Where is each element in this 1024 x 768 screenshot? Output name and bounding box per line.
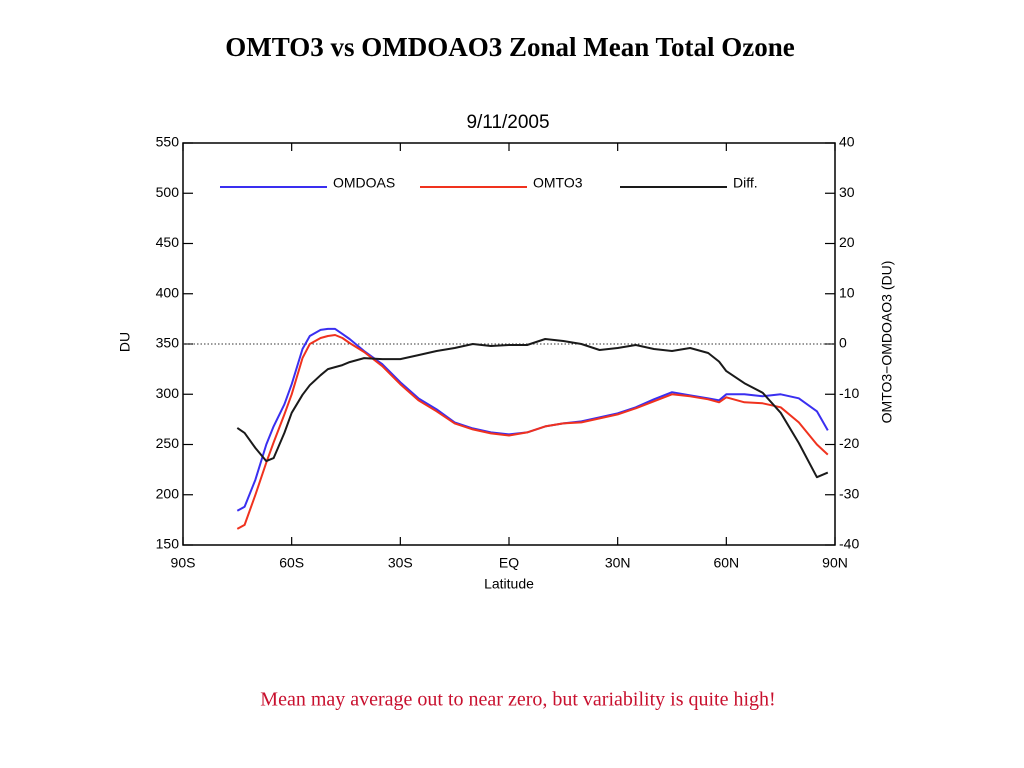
y2-tick-label: 20: [839, 234, 855, 250]
y2-tick-label: -40: [839, 536, 859, 552]
x-tick-label: 60S: [279, 555, 304, 571]
x-axis-label: Latitude: [484, 576, 534, 592]
x-tick-label: 90N: [822, 555, 848, 571]
y2-tick-label: 10: [839, 284, 855, 300]
x-tick-label: 30S: [388, 555, 413, 571]
series-line: [236, 338, 829, 479]
y-tick-label: 550: [156, 134, 180, 150]
y2-tick-label: -10: [839, 385, 859, 401]
y-tick-label: 250: [156, 435, 180, 451]
series-line: [236, 334, 829, 530]
y2-tick-label: 0: [839, 335, 847, 351]
y-tick-label: 400: [156, 284, 180, 300]
y-tick-label: 350: [156, 335, 180, 351]
y-tick-label: 300: [156, 385, 180, 401]
chart-subtitle: 9/11/2005: [466, 112, 549, 133]
legend-label: OMTO3: [533, 175, 583, 191]
y-tick-label: 500: [156, 184, 180, 200]
y2-tick-label: 40: [839, 134, 855, 150]
footer-note: Mean may average out to near zero, but v…: [260, 689, 775, 711]
x-tick-label: 60N: [713, 555, 739, 571]
legend-label: Diff.: [733, 175, 758, 191]
y2-tick-label: -30: [839, 485, 859, 501]
page-title: OMTO3 vs OMDOAO3 Zonal Mean Total Ozone: [225, 32, 795, 62]
y-tick-label: 200: [156, 485, 180, 501]
x-tick-label: 30N: [605, 555, 631, 571]
series-line: [236, 327, 829, 512]
y2-tick-label: -20: [839, 435, 859, 451]
y2-tick-label: 30: [839, 184, 855, 200]
x-tick-label: EQ: [499, 555, 519, 571]
y-tick-label: 150: [156, 536, 180, 552]
y-tick-label: 450: [156, 234, 180, 250]
x-tick-label: 90S: [171, 555, 196, 571]
y2-axis-label: OMTO3−OMDOAO3 (DU): [879, 261, 895, 424]
legend-label: OMDOAS: [333, 175, 395, 191]
y-axis-label: DU: [117, 332, 133, 352]
